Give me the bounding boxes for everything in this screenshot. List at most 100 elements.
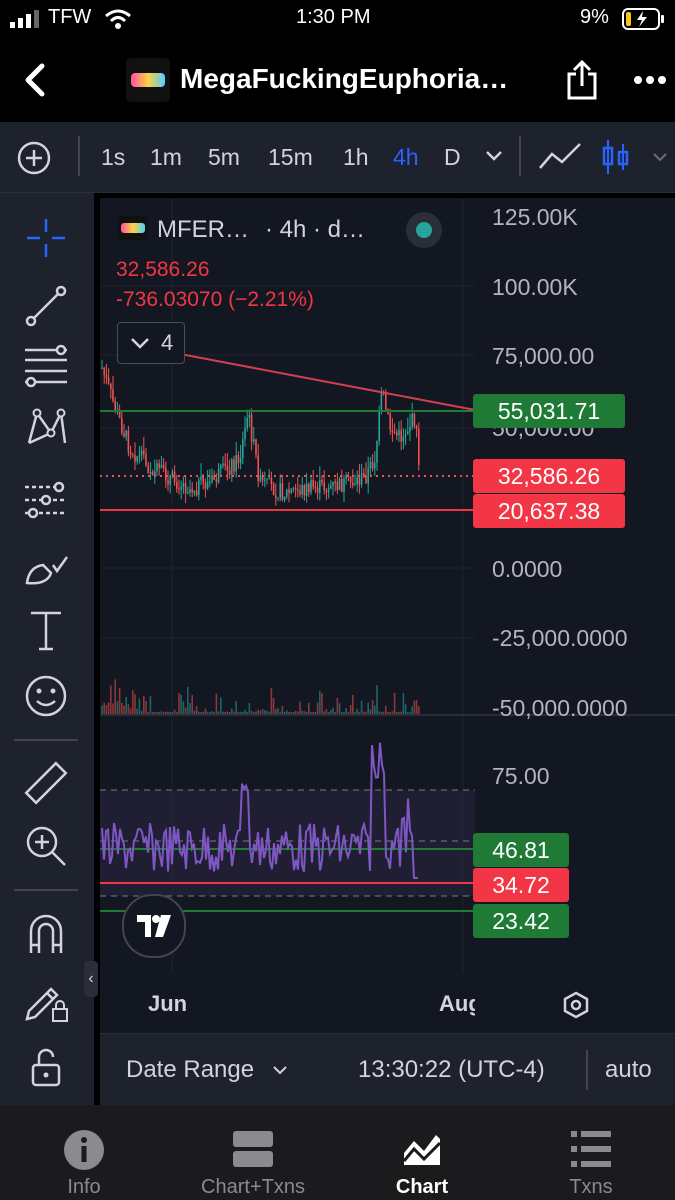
tab-txns[interactable]: Txns [507,1105,675,1200]
candle-body [257,455,259,482]
candle-body [112,389,114,401]
candle-body [191,488,193,493]
candle-body [228,470,231,475]
scale-mode-toggle[interactable]: auto [605,1056,652,1083]
timeframe-1m[interactable]: 1m [150,144,182,170]
magnet-icon[interactable] [21,909,71,959]
candle-body [149,471,152,474]
plus-circle-icon[interactable] [16,140,52,176]
volume-bar [140,710,143,714]
candle-body [147,465,149,474]
rsi-tag-current[interactable]: 34.72 [473,868,569,902]
trend-line[interactable] [174,352,476,411]
timeframe-1h[interactable]: 1h [343,144,369,170]
candle-body [380,392,383,413]
timeframe-5m[interactable]: 5m [208,144,240,170]
tab-info[interactable]: Info [0,1105,168,1200]
volume-bar [378,711,380,714]
candle-body [334,481,336,483]
candle-body [400,430,402,442]
price-chart[interactable] [100,198,675,1033]
trend-line-icon[interactable] [21,281,71,331]
market-status-indicator[interactable] [406,212,442,248]
lock-drawing-icon[interactable] [21,975,71,1025]
candle-body [360,473,363,485]
volume-bar [123,705,125,714]
volume-bar [184,707,187,714]
emoji-icon[interactable] [21,671,71,721]
candle-body [195,490,198,496]
pattern-icon[interactable] [21,403,71,453]
chevron-left-icon[interactable] [20,62,50,98]
legend-symbol[interactable]: MFER… [157,216,249,243]
candlestick-icon[interactable] [601,138,631,176]
brush-icon[interactable] [21,543,71,593]
volume-bar [248,702,251,714]
volume-bar [283,711,286,714]
volume-bar [182,701,185,714]
collapse-rail-toggle[interactable]: ‹ [84,961,98,997]
timeframe-d[interactable]: D [444,144,461,170]
candle-body [409,427,411,432]
rsi-tag-lower[interactable]: 23.42 [473,904,569,938]
tradingview-logo[interactable] [122,894,186,958]
volume-bar [354,711,356,714]
candle-body [283,496,286,501]
volume-bar [134,694,136,714]
indicators-toggle[interactable]: 4 [117,322,185,364]
settings-hexagon-icon[interactable] [562,991,590,1019]
time-axis[interactable]: Jun Aug [100,973,675,1033]
candle-body [162,464,165,468]
timeframe-4h[interactable]: 4h [393,144,419,170]
candle-body [389,413,391,430]
price-tag-resistance[interactable]: 55,031.71 [473,394,625,428]
volume-bar [358,711,361,714]
forecast-icon[interactable] [21,475,71,525]
volume-bar [162,712,165,714]
candle-body [354,484,356,486]
chevron-down-icon[interactable] [652,152,668,162]
volume-bar [189,703,191,714]
date-range-button[interactable]: Date Range [126,1056,255,1083]
timeframe-15m[interactable]: 15m [268,144,313,170]
chevron-down-icon[interactable] [485,150,503,162]
volume-bar [398,711,400,714]
candle-body [145,454,147,466]
candle-body [385,393,387,410]
crosshair-icon[interactable] [21,213,71,263]
volume-bar [200,711,202,714]
chevron-down-icon[interactable] [272,1065,288,1075]
unlock-icon[interactable] [21,1043,71,1093]
volume-bar [125,696,127,714]
timeframe-1s[interactable]: 1s [101,144,126,170]
time-axis-label: Aug [439,991,475,1016]
price-tag-last[interactable]: 32,586.26 [473,459,625,493]
candle-body [259,475,262,482]
line-chart-icon[interactable] [538,142,582,172]
text-icon[interactable] [21,605,71,655]
fib-retracement-icon[interactable] [21,341,71,391]
candle-body [123,433,125,437]
volume-bar [244,709,246,714]
candle-body [341,478,343,493]
volume-bar [202,711,204,714]
price-tag-support[interactable]: 20,637.38 [473,494,625,528]
symbol-logo [118,216,148,240]
chart-area[interactable]: MFER… · 4h · d… 32,586.26 -736.03070 (−2… [100,198,675,1033]
volume-bar [167,711,169,714]
rsi-tag-upper[interactable]: 46.81 [473,833,569,867]
ruler-icon[interactable] [21,758,71,808]
share-icon[interactable] [564,58,600,102]
timezone-clock[interactable]: 13:30:22 (UTC-4) [358,1056,545,1083]
volume-bar [272,697,275,714]
tab-chart-txns[interactable]: Chart+Txns [169,1105,337,1200]
candle-body [255,439,257,456]
volume-bar [400,711,402,714]
volume-bar [336,697,339,714]
tab-chart[interactable]: Chart [338,1105,506,1200]
volume-bar [250,710,253,714]
candle-body [338,478,341,491]
volume-bar [396,711,398,714]
zoom-in-icon[interactable] [21,821,71,871]
more-horizontal-icon[interactable] [632,74,668,86]
